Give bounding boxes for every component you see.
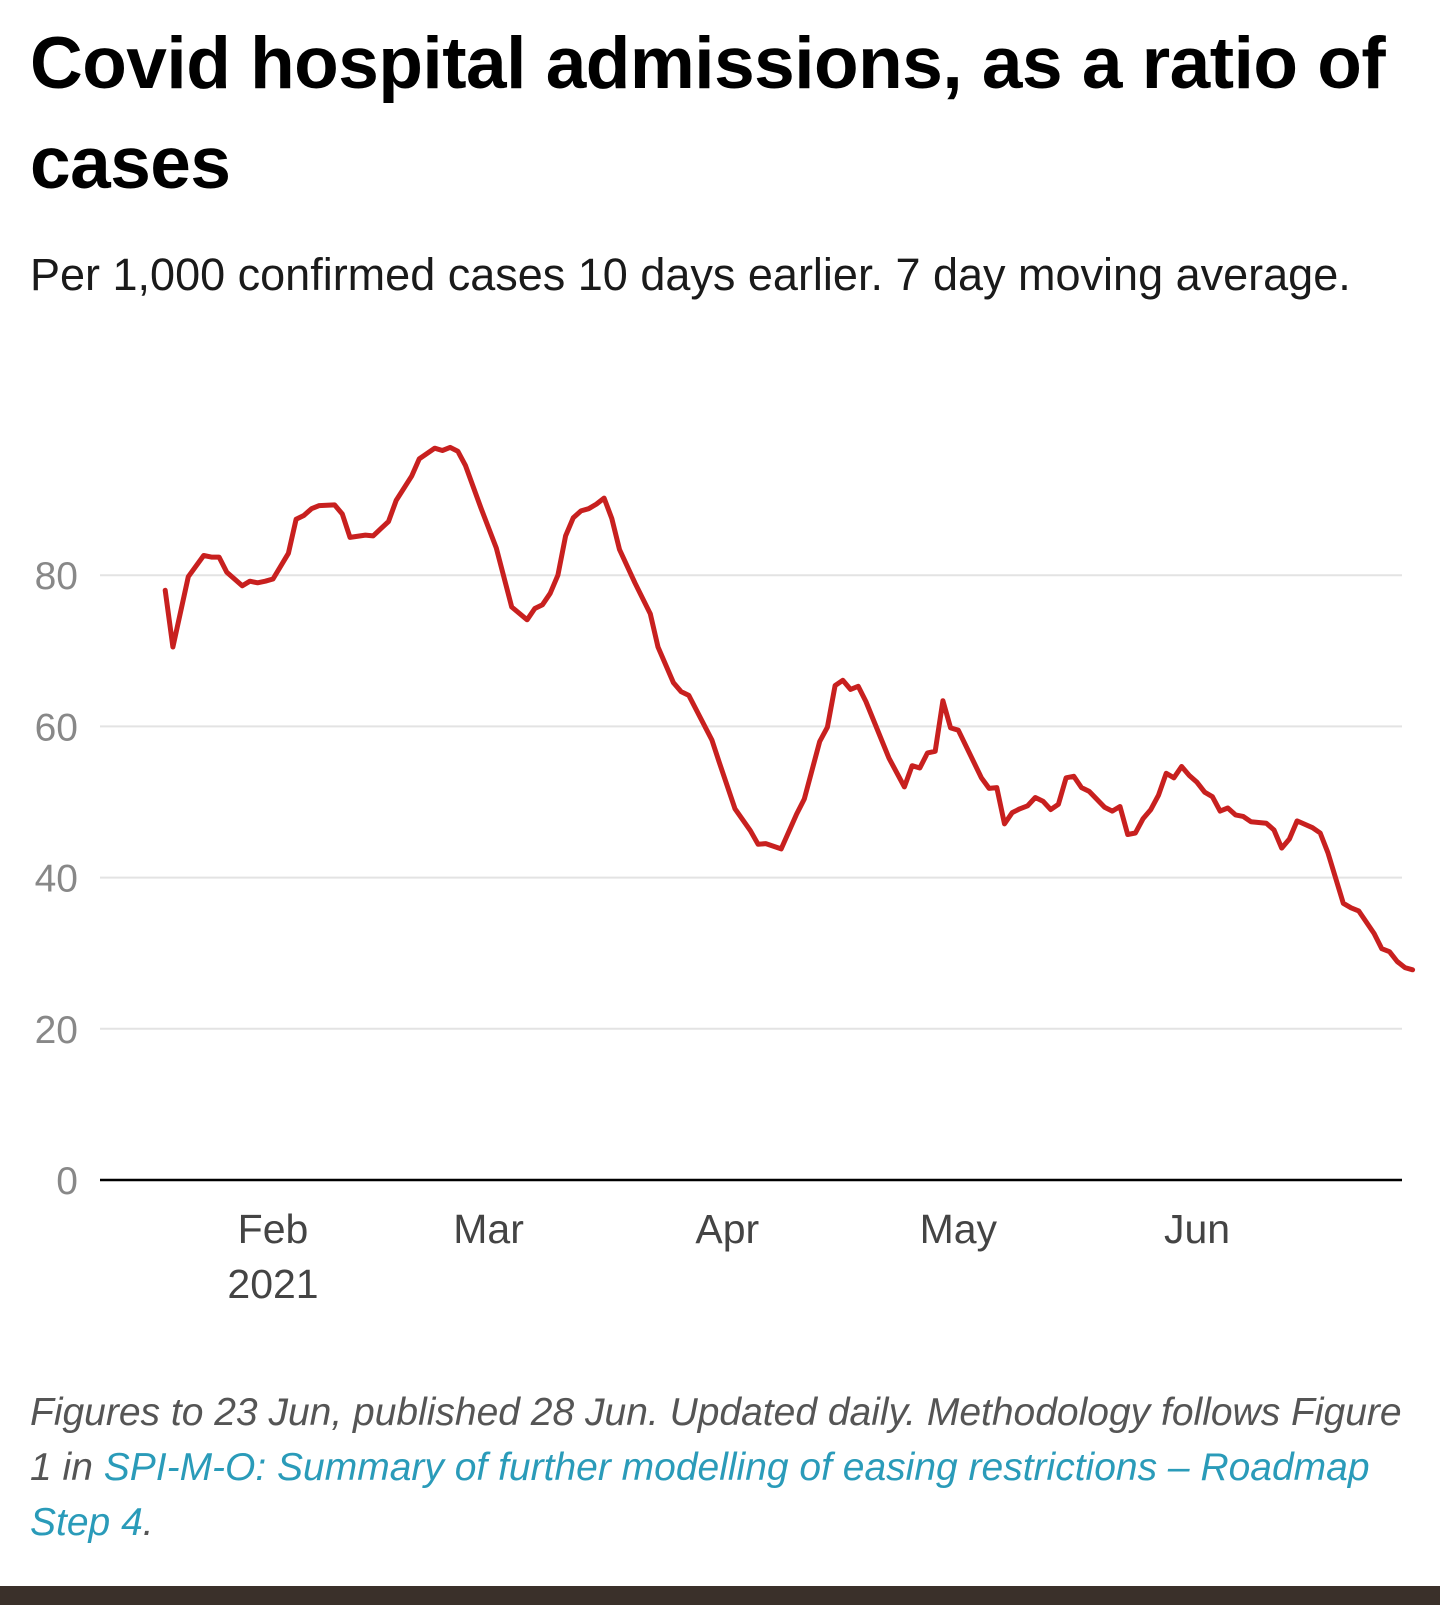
y-tick-label: 60 bbox=[35, 706, 78, 749]
x-tick-year-label: 2021 bbox=[227, 1261, 318, 1307]
gridlines bbox=[100, 574, 1402, 1182]
x-tick-label: Jun bbox=[1164, 1206, 1230, 1252]
bottom-bar bbox=[0, 1586, 1440, 1605]
footnote: Figures to 23 Jun, published 28 Jun. Upd… bbox=[30, 1385, 1410, 1550]
series-layer bbox=[162, 444, 1416, 973]
y-tick-label: 20 bbox=[35, 1009, 78, 1052]
series-line bbox=[162, 444, 1416, 973]
x-axis-tick-labels: Feb 2021 Mar Apr May Jun bbox=[227, 1206, 1230, 1307]
y-tick-label: 0 bbox=[56, 1160, 78, 1203]
line-chart: 0 20 40 60 80 Feb 2021 Mar Apr May Jun bbox=[35, 444, 1416, 1307]
chart-subtitle: Per 1,000 confirmed cases 10 days earlie… bbox=[30, 249, 1351, 300]
footnote-text: Figures to 23 Jun, published 28 Jun. Upd… bbox=[30, 1391, 1402, 1489]
x-tick-label: Mar bbox=[453, 1206, 524, 1252]
y-tick-label: 40 bbox=[35, 858, 78, 901]
x-tick-label: Feb bbox=[238, 1206, 309, 1252]
footnote-end: . bbox=[142, 1501, 154, 1544]
chart-title: Covid hospital admissions, as a ratio of… bbox=[30, 23, 1386, 204]
y-tick-label: 80 bbox=[35, 555, 78, 598]
source-link[interactable]: SPI-M-O: Summary of further modelling of… bbox=[30, 1446, 1370, 1544]
y-axis-tick-labels: 0 20 40 60 80 bbox=[35, 555, 78, 1203]
x-tick-label: May bbox=[920, 1206, 998, 1252]
x-tick-label: Apr bbox=[695, 1206, 759, 1252]
